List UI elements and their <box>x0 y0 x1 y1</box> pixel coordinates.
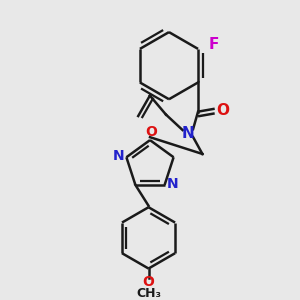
Text: O: O <box>216 103 230 118</box>
Text: N: N <box>112 149 124 163</box>
Text: CH₃: CH₃ <box>136 287 161 300</box>
Text: N: N <box>167 176 178 190</box>
Text: F: F <box>209 37 219 52</box>
Text: O: O <box>142 275 154 289</box>
Text: N: N <box>182 126 194 141</box>
Text: O: O <box>145 125 157 139</box>
